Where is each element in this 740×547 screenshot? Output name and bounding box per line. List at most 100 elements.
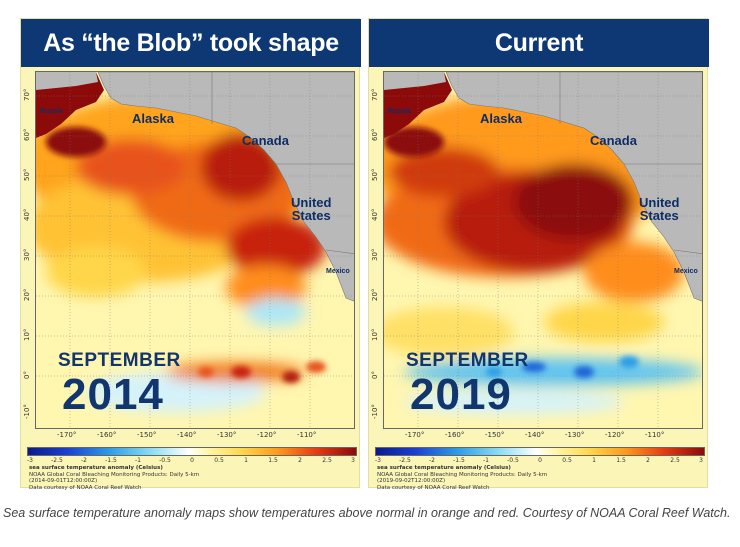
lon-tick: -110° bbox=[297, 431, 317, 439]
colorbar-tick: 2.5 bbox=[670, 457, 680, 464]
longitude-axis: -170° -160° -150° -140° -130° -120° -110… bbox=[383, 431, 703, 441]
colorbar-tick: 0.5 bbox=[214, 457, 224, 464]
label-russia: Russia bbox=[388, 108, 411, 115]
lat-tick: 50° bbox=[371, 168, 379, 181]
colorbar bbox=[27, 447, 357, 456]
legend-title: sea surface temperature anomaly (Celsius… bbox=[377, 465, 511, 471]
anomaly-map-graphic bbox=[384, 72, 702, 428]
lat-tick: 40° bbox=[23, 208, 31, 221]
label-canada: Canada bbox=[590, 133, 637, 148]
label-mexico: Mexico bbox=[674, 268, 698, 275]
lat-tick: -10° bbox=[371, 404, 379, 419]
colorbar-tick: 2 bbox=[298, 457, 302, 464]
colorbar-tick: -2 bbox=[429, 457, 435, 464]
legend-text: sea surface temperature anomaly (Celsius… bbox=[29, 465, 357, 491]
label-russia: Russia bbox=[40, 108, 63, 115]
figure-caption: Sea surface temperature anomaly maps sho… bbox=[3, 506, 731, 520]
colorbar-ticks: -3 -2.5 -2 -1.5 -1 -0.5 0 0.5 1 1.5 2 2.… bbox=[375, 457, 705, 465]
lon-tick: -130° bbox=[217, 431, 237, 439]
colorbar bbox=[375, 447, 705, 456]
anomaly-map: Russia Alaska Canada United States Mexic… bbox=[383, 71, 703, 429]
lat-tick: 30° bbox=[23, 248, 31, 261]
label-united-states: United States bbox=[639, 196, 679, 222]
legend-credit: Data courtesy of NOAA Coral Reef Watch bbox=[29, 484, 142, 491]
lat-tick: 70° bbox=[371, 88, 379, 101]
lat-tick: 0° bbox=[23, 371, 31, 379]
colorbar-tick: 0.5 bbox=[562, 457, 572, 464]
colorbar-tick: -1 bbox=[135, 457, 141, 464]
anomaly-map: Russia Alaska Canada United States Mexic… bbox=[35, 71, 355, 429]
legend-product: NOAA Global Coral Bleaching Monitoring P… bbox=[29, 471, 200, 478]
colorbar-tick: -0.5 bbox=[159, 457, 171, 464]
colorbar-tick: -3 bbox=[375, 457, 381, 464]
lat-tick: -10° bbox=[23, 404, 31, 419]
legend-date: (2014-09-01T12:00:00Z) bbox=[29, 478, 98, 484]
lon-tick: -170° bbox=[405, 431, 425, 439]
anomaly-legend: -3 -2.5 -2 -1.5 -1 -0.5 0 0.5 1 1.5 2 2.… bbox=[375, 447, 705, 491]
legend-credit: Data courtesy of NOAA Coral Reef Watch bbox=[377, 484, 490, 491]
lat-tick: 50° bbox=[23, 168, 31, 181]
anomaly-legend: -3 -2.5 -2 -1.5 -1 -0.5 0 0.5 1 1.5 2 2.… bbox=[27, 447, 357, 491]
colorbar-tick: -2 bbox=[81, 457, 87, 464]
label-mexico: Mexico bbox=[326, 268, 350, 275]
label-alaska: Alaska bbox=[132, 111, 174, 126]
lat-tick: 70° bbox=[23, 88, 31, 101]
colorbar-tick: 1.5 bbox=[268, 457, 278, 464]
year-label: 2019 bbox=[410, 370, 512, 419]
label-states: States bbox=[291, 208, 331, 223]
colorbar-ticks: -3 -2.5 -2 -1.5 -1 -0.5 0 0.5 1 1.5 2 2.… bbox=[27, 457, 357, 465]
lon-tick: -150° bbox=[137, 431, 157, 439]
lat-tick: 20° bbox=[23, 288, 31, 301]
legend-product: NOAA Global Coral Bleaching Monitoring P… bbox=[377, 471, 548, 478]
map-panel-2014: As “the Blob” took shape 70° 60° 50° 40°… bbox=[20, 18, 361, 491]
lon-tick: -130° bbox=[565, 431, 585, 439]
year-label: 2014 bbox=[62, 370, 164, 419]
label-united: United bbox=[639, 195, 680, 210]
legend-date: (2019-09-02T12:00:00Z) bbox=[377, 478, 446, 484]
colorbar-tick: 1 bbox=[592, 457, 596, 464]
colorbar-tick: -2.5 bbox=[51, 457, 63, 464]
lat-tick: 60° bbox=[371, 128, 379, 141]
colorbar-tick: -1 bbox=[483, 457, 489, 464]
lon-tick: -150° bbox=[485, 431, 505, 439]
lat-tick: 30° bbox=[371, 248, 379, 261]
legend-text: sea surface temperature anomaly (Celsius… bbox=[377, 465, 705, 491]
longitude-axis: -170° -160° -150° -140° -130° -120° -110… bbox=[35, 431, 355, 441]
colorbar-tick: -2.5 bbox=[399, 457, 411, 464]
lat-tick: 0° bbox=[371, 371, 379, 379]
colorbar-tick: 3 bbox=[699, 457, 703, 464]
month-label: SEPTEMBER bbox=[406, 350, 529, 371]
anomaly-map-graphic bbox=[36, 72, 354, 428]
panel-title: Current bbox=[369, 19, 709, 67]
legend-title: sea surface temperature anomaly (Celsius… bbox=[29, 465, 163, 471]
label-alaska: Alaska bbox=[480, 111, 522, 126]
colorbar-tick: 2 bbox=[646, 457, 650, 464]
lon-tick: -110° bbox=[645, 431, 665, 439]
map-panel-2019: Current 70° 60° 50° 40° 30° 20° 10° 0° -… bbox=[368, 18, 709, 491]
colorbar-tick: 0 bbox=[190, 457, 194, 464]
colorbar-tick: -3 bbox=[27, 457, 33, 464]
colorbar-tick: 3 bbox=[351, 457, 355, 464]
label-united: United bbox=[291, 195, 332, 210]
lat-tick: 10° bbox=[23, 328, 31, 341]
colorbar-tick: 0 bbox=[538, 457, 542, 464]
label-canada: Canada bbox=[242, 133, 289, 148]
latitude-axis: 70° 60° 50° 40° 30° 20° 10° 0° -10° bbox=[369, 71, 383, 429]
colorbar-tick: -0.5 bbox=[507, 457, 519, 464]
colorbar-tick: -1.5 bbox=[453, 457, 465, 464]
lon-tick: -140° bbox=[177, 431, 197, 439]
lat-tick: 10° bbox=[371, 328, 379, 341]
lon-tick: -160° bbox=[445, 431, 465, 439]
lon-tick: -140° bbox=[525, 431, 545, 439]
lon-tick: -120° bbox=[257, 431, 277, 439]
lon-tick: -120° bbox=[605, 431, 625, 439]
lon-tick: -170° bbox=[57, 431, 77, 439]
lat-tick: 60° bbox=[23, 128, 31, 141]
colorbar-tick: -1.5 bbox=[105, 457, 117, 464]
label-states: States bbox=[639, 208, 679, 223]
colorbar-tick: 1.5 bbox=[616, 457, 626, 464]
lat-tick: 20° bbox=[371, 288, 379, 301]
latitude-axis: 70° 60° 50° 40° 30° 20° 10° 0° -10° bbox=[21, 71, 35, 429]
lon-tick: -160° bbox=[97, 431, 117, 439]
colorbar-tick: 1 bbox=[244, 457, 248, 464]
